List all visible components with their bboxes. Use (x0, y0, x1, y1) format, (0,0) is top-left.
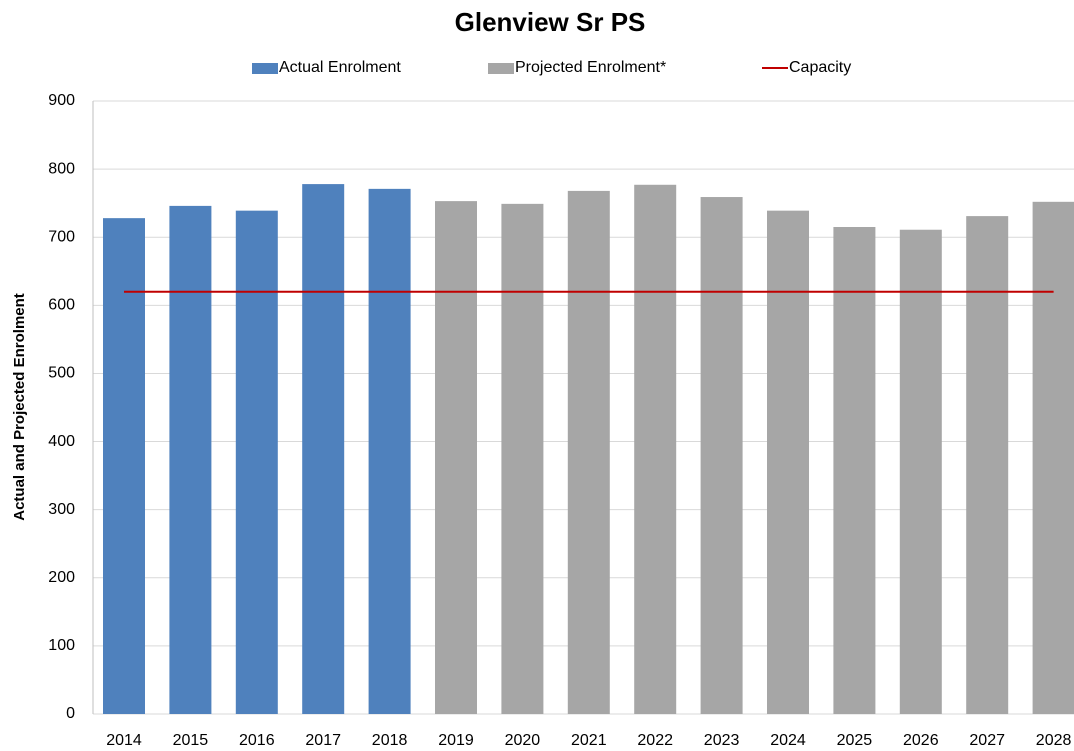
bar (767, 210, 809, 715)
x-tick-label: 2028 (1036, 732, 1072, 749)
y-tick-label: 100 (48, 637, 75, 654)
bar (169, 205, 212, 714)
y-axis-label: Actual and Projected Enrolment (11, 293, 28, 521)
y-tick-label: 300 (48, 501, 75, 518)
bar (501, 203, 544, 714)
legend-label: Projected Enrolment* (515, 59, 666, 76)
y-tick-label: 700 (48, 228, 75, 245)
legend-label: Capacity (789, 59, 851, 76)
bar (634, 184, 677, 714)
y-tick-label: 800 (48, 160, 75, 177)
bar (302, 184, 345, 714)
x-tick-label: 2027 (969, 732, 1005, 749)
bar (700, 197, 743, 714)
bar (368, 188, 411, 714)
x-tick-label: 2022 (637, 732, 673, 749)
x-tick-label: 2016 (239, 732, 275, 749)
bar (833, 227, 876, 714)
x-tick-label: 2026 (903, 732, 939, 749)
bar (103, 218, 145, 714)
x-tick-label: 2025 (837, 732, 873, 749)
x-tick-label: 2014 (106, 732, 142, 749)
y-tick-label: 600 (48, 297, 75, 314)
bar (567, 190, 610, 714)
x-tick-label: 2023 (704, 732, 740, 749)
bar (899, 229, 942, 715)
x-tick-label: 2015 (173, 732, 209, 749)
legend-label: Actual Enrolment (279, 59, 401, 76)
bar (235, 210, 278, 715)
x-tick-label: 2017 (305, 732, 341, 749)
y-tick-label: 400 (48, 433, 75, 450)
x-tick-label: 2021 (571, 732, 607, 749)
y-tick-label: 500 (48, 365, 75, 382)
legend-swatch (252, 63, 278, 74)
x-tick-label: 2019 (438, 732, 474, 749)
bar (435, 201, 477, 714)
bar (1032, 201, 1074, 714)
legend-swatch (488, 63, 514, 74)
y-tick-label: 200 (48, 569, 75, 586)
x-tick-label: 2024 (770, 732, 806, 749)
chart-title: Glenview Sr PS (455, 7, 646, 37)
y-tick-label: 900 (48, 92, 75, 109)
bar (966, 216, 1009, 714)
x-tick-label: 2020 (505, 732, 541, 749)
x-tick-label: 2018 (372, 732, 408, 749)
y-tick-label: 0 (66, 705, 75, 722)
